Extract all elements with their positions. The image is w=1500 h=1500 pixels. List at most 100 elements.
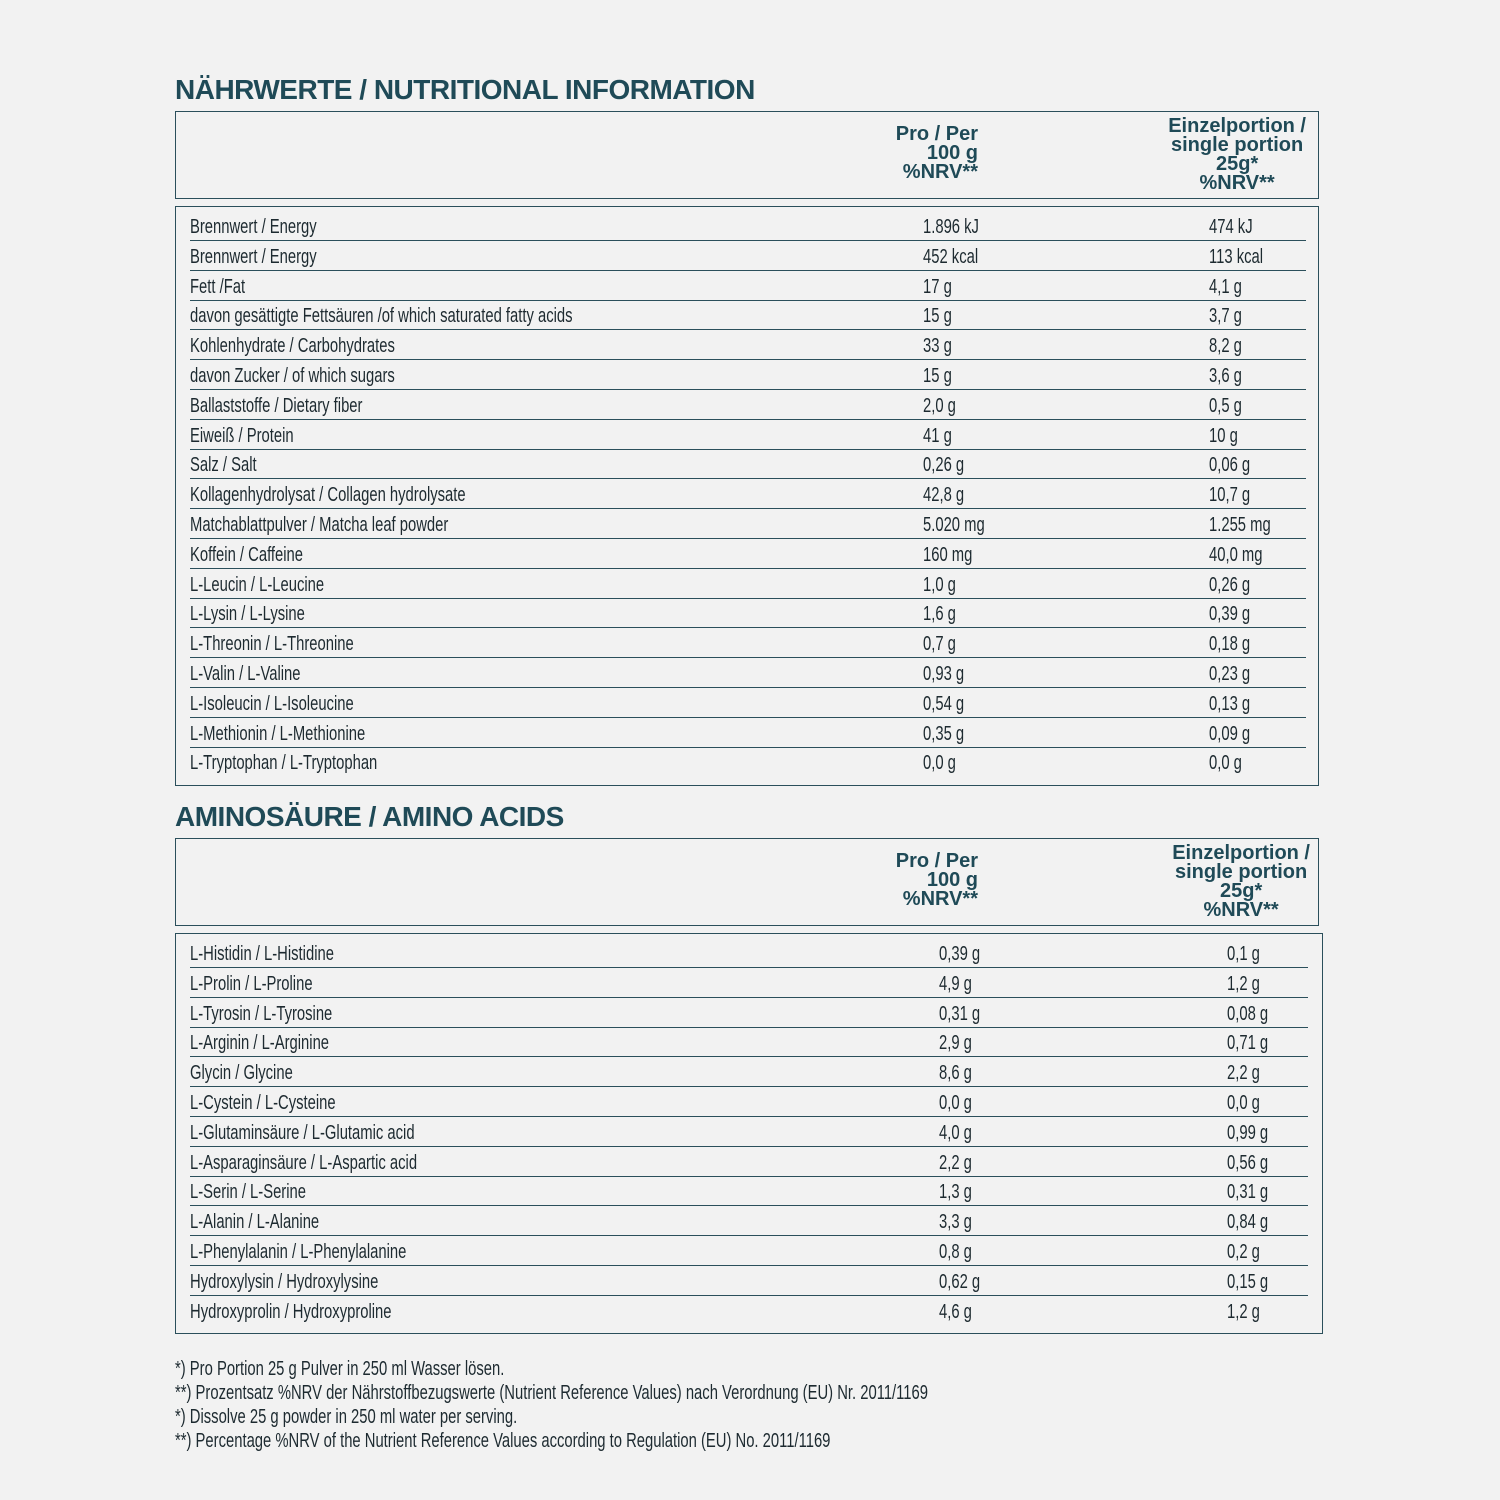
per-100g-header: Pro / Per 100 g %NRV**: [895, 850, 978, 910]
amino-title: AMINOSÄURE / AMINO ACIDS: [175, 801, 564, 832]
per-portion-value: 0,13 g: [1209, 692, 1251, 715]
table-row: Hydroxyprolin / Hydroxyproline 4,6 g 1,2 g: [190, 1296, 1308, 1326]
header-line: Einzelportion /: [1172, 842, 1310, 864]
per-100g-value: 0,39 g: [939, 943, 981, 965]
per-100g-value: 0,0 g: [923, 752, 956, 775]
table-row: L-Serin / L-Serine 1,3 g 0,31 g: [190, 1176, 1308, 1207]
nutrient-name: Matchablattpulver / Matcha leaf powder: [190, 514, 449, 536]
portion-header: Einzelportion / single portion 25g* %NRV…: [1172, 842, 1310, 920]
table-row: L-Leucin / L-Leucine 1,0 g 0,26 g: [190, 569, 1306, 599]
per-100g-value: 452 kcal: [923, 245, 979, 268]
table-row: L-Tyrosin / L-Tyrosine 0,31 g 0,08 g: [190, 998, 1308, 1028]
footnote: **) Percentage %NRV of the Nutrient Refe…: [175, 1430, 831, 1452]
per-portion-value: 4,1 g: [1209, 275, 1242, 298]
nutrient-name: Koffein / Caffeine: [190, 543, 304, 566]
nutrient-name: L-Cystein / L-Cysteine: [190, 1092, 336, 1114]
per-100g-value: 4,0 g: [939, 1121, 972, 1144]
table-row: Salz / Salt 0,26 g 0,06 g: [190, 449, 1306, 480]
per-portion-value: 3,7 g: [1209, 305, 1242, 328]
nutrient-name: L-Lysin / L-Lysine: [190, 603, 305, 626]
table-row: L-Valin / L-Valine 0,93 g 0,23 g: [190, 658, 1306, 688]
per-100g-value: 2,2 g: [939, 1151, 972, 1174]
nutrient-name: L-Isoleucin / L-Isoleucine: [190, 692, 354, 715]
table-row: L-Glutaminsäure / L-Glutamic acid 4,0 g 0,…: [190, 1117, 1308, 1147]
per-100g-value: 8,6 g: [939, 1062, 972, 1085]
per-100g-value: 4,9 g: [939, 972, 972, 995]
per-portion-value: 0,08 g: [1227, 1002, 1269, 1025]
per-portion-value: 0,71 g: [1227, 1032, 1269, 1055]
nutrient-name: L-Threonin / L-Threonine: [190, 633, 354, 656]
nutrient-name: Ballaststoffe / Dietary fiber: [190, 394, 363, 417]
per-100g-value: 42,8 g: [923, 484, 965, 507]
header-line: 100 g: [926, 869, 978, 891]
per-100g-value: 0,54 g: [923, 692, 965, 715]
per-100g-value: 17 g: [923, 275, 952, 298]
table-row: Brennwert / Energy 1.896 kJ 474 kJ: [190, 211, 1306, 241]
per-100g-value: 1,6 g: [923, 603, 956, 626]
per-portion-value: 10 g: [1209, 424, 1238, 447]
per-100g-value: 15 g: [923, 365, 952, 387]
nutrient-name: Brennwert / Energy: [190, 216, 317, 238]
nutrient-name: davon gesättigte Fettsäuren /of which sa…: [190, 305, 573, 328]
table-row: Kollagenhydrolysat / Collagen hydrolysat…: [190, 479, 1306, 510]
table-row: Hydroxylysin / Hydroxylysine 0,62 g 0,15 g: [190, 1266, 1308, 1296]
table-row: Kohlenhydrate / Carbohydrates 33 g 8,2 g: [190, 330, 1306, 361]
table-row: Matchablattpulver / Matcha leaf powder 5.…: [190, 509, 1306, 539]
per-portion-value: 0,31 g: [1227, 1181, 1269, 1204]
per-portion-value: 0,26 g: [1209, 573, 1251, 596]
header-line: 100 g: [926, 142, 978, 164]
per-100g-value: 2,0 g: [923, 394, 956, 417]
header-line: Pro / Per: [895, 850, 978, 872]
table-row: Fett /Fat 17 g 4,1 g: [190, 271, 1306, 301]
per-100g-value: 0,8 g: [939, 1241, 972, 1263]
nutrition-header-box: Pro / Per 100 g %NRV** Einzelportion / s…: [175, 111, 1319, 199]
header-line: single portion: [1175, 861, 1308, 883]
nutrient-name: Salz / Salt: [190, 454, 257, 477]
per-portion-value: 0,84 g: [1227, 1211, 1269, 1234]
header-line: single portion: [1171, 134, 1304, 156]
per-portion-value: 0,15 g: [1227, 1270, 1269, 1293]
per-portion-value: 0,56 g: [1227, 1151, 1269, 1174]
per-portion-value: 0,23 g: [1209, 663, 1251, 685]
nutrient-name: Brennwert / Energy: [190, 245, 317, 268]
table-row: L-Tryptophan / L-Tryptophan 0,0 g 0,0 g: [190, 747, 1306, 777]
table-row: davon gesättigte Fettsäuren /of which sa…: [190, 300, 1306, 331]
per-portion-value: 0,99 g: [1227, 1121, 1269, 1144]
per-portion-value: 8,2 g: [1209, 335, 1242, 358]
amino-header-box: Pro / Per 100 g %NRV** Einzelportion / s…: [175, 838, 1319, 926]
table-row: L-Threonin / L-Threonine 0,7 g 0,18 g: [190, 628, 1306, 659]
header-line: %NRV**: [902, 888, 978, 910]
nutrient-name: Eiweiß / Protein: [190, 424, 294, 447]
per-portion-value: 0,0 g: [1209, 752, 1242, 775]
table-row: L-Phenylalanin / L-Phenylalanine 0,8 g 0,2…: [190, 1236, 1308, 1266]
header-line: %NRV**: [902, 161, 978, 183]
per-portion-value: 2,2 g: [1227, 1062, 1260, 1085]
table-row: L-Isoleucin / L-Isoleucine 0,54 g 0,13 g: [190, 688, 1306, 718]
per-portion-value: 0,2 g: [1227, 1241, 1260, 1263]
nutrient-name: L-Leucin / L-Leucine: [190, 573, 325, 596]
per-100g-value: 1,0 g: [923, 573, 956, 596]
nutrient-name: Kollagenhydrolysat / Collagen hydrolysat…: [190, 484, 466, 507]
table-row: Eiweiß / Protein 41 g 10 g: [190, 420, 1306, 450]
per-100g-value: 5.020 mg: [923, 514, 985, 536]
footnote: **) Prozentsatz %NRV der Nährstoffbezugs…: [175, 1382, 928, 1404]
nutrient-name: L-Asparaginsäure / L-Aspartic acid: [190, 1151, 418, 1174]
per-100g-value: 3,3 g: [939, 1211, 972, 1234]
amino-table: L-Histidin / L-Histidine 0,39 g 0,1 g L-Pro…: [175, 933, 1323, 1334]
nutrient-name: L-Methionin / L-Methionine: [190, 722, 366, 745]
per-100g-value: 0,62 g: [939, 1270, 981, 1293]
per-portion-value: 474 kJ: [1209, 216, 1253, 238]
per-100g-value: 2,9 g: [939, 1032, 972, 1055]
nutrient-name: L-Histidin / L-Histidine: [190, 943, 334, 965]
portion-header: Einzelportion / single portion 25g* %NRV…: [1168, 116, 1306, 193]
table-row: L-Methionin / L-Methionine 0,35 g 0,09 g: [190, 718, 1306, 748]
nutrition-title: NÄHRWERTE / NUTRITIONAL INFORMATION: [175, 74, 755, 105]
per-portion-value: 0,09 g: [1209, 722, 1251, 745]
footnote: *) Pro Portion 25 g Pulver in 250 ml Was…: [175, 1358, 505, 1380]
per-100g-value: 0,7 g: [923, 633, 956, 656]
per-100g-value: 1.896 kJ: [923, 216, 979, 238]
table-row: L-Lysin / L-Lysine 1,6 g 0,39 g: [190, 598, 1306, 629]
nutrient-name: L-Tryptophan / L-Tryptophan: [190, 752, 378, 775]
nutrition-table: Brennwert / Energy 1.896 kJ 474 kJ Brennwer…: [175, 206, 1319, 786]
nutrient-name: L-Valin / L-Valine: [190, 663, 301, 685]
